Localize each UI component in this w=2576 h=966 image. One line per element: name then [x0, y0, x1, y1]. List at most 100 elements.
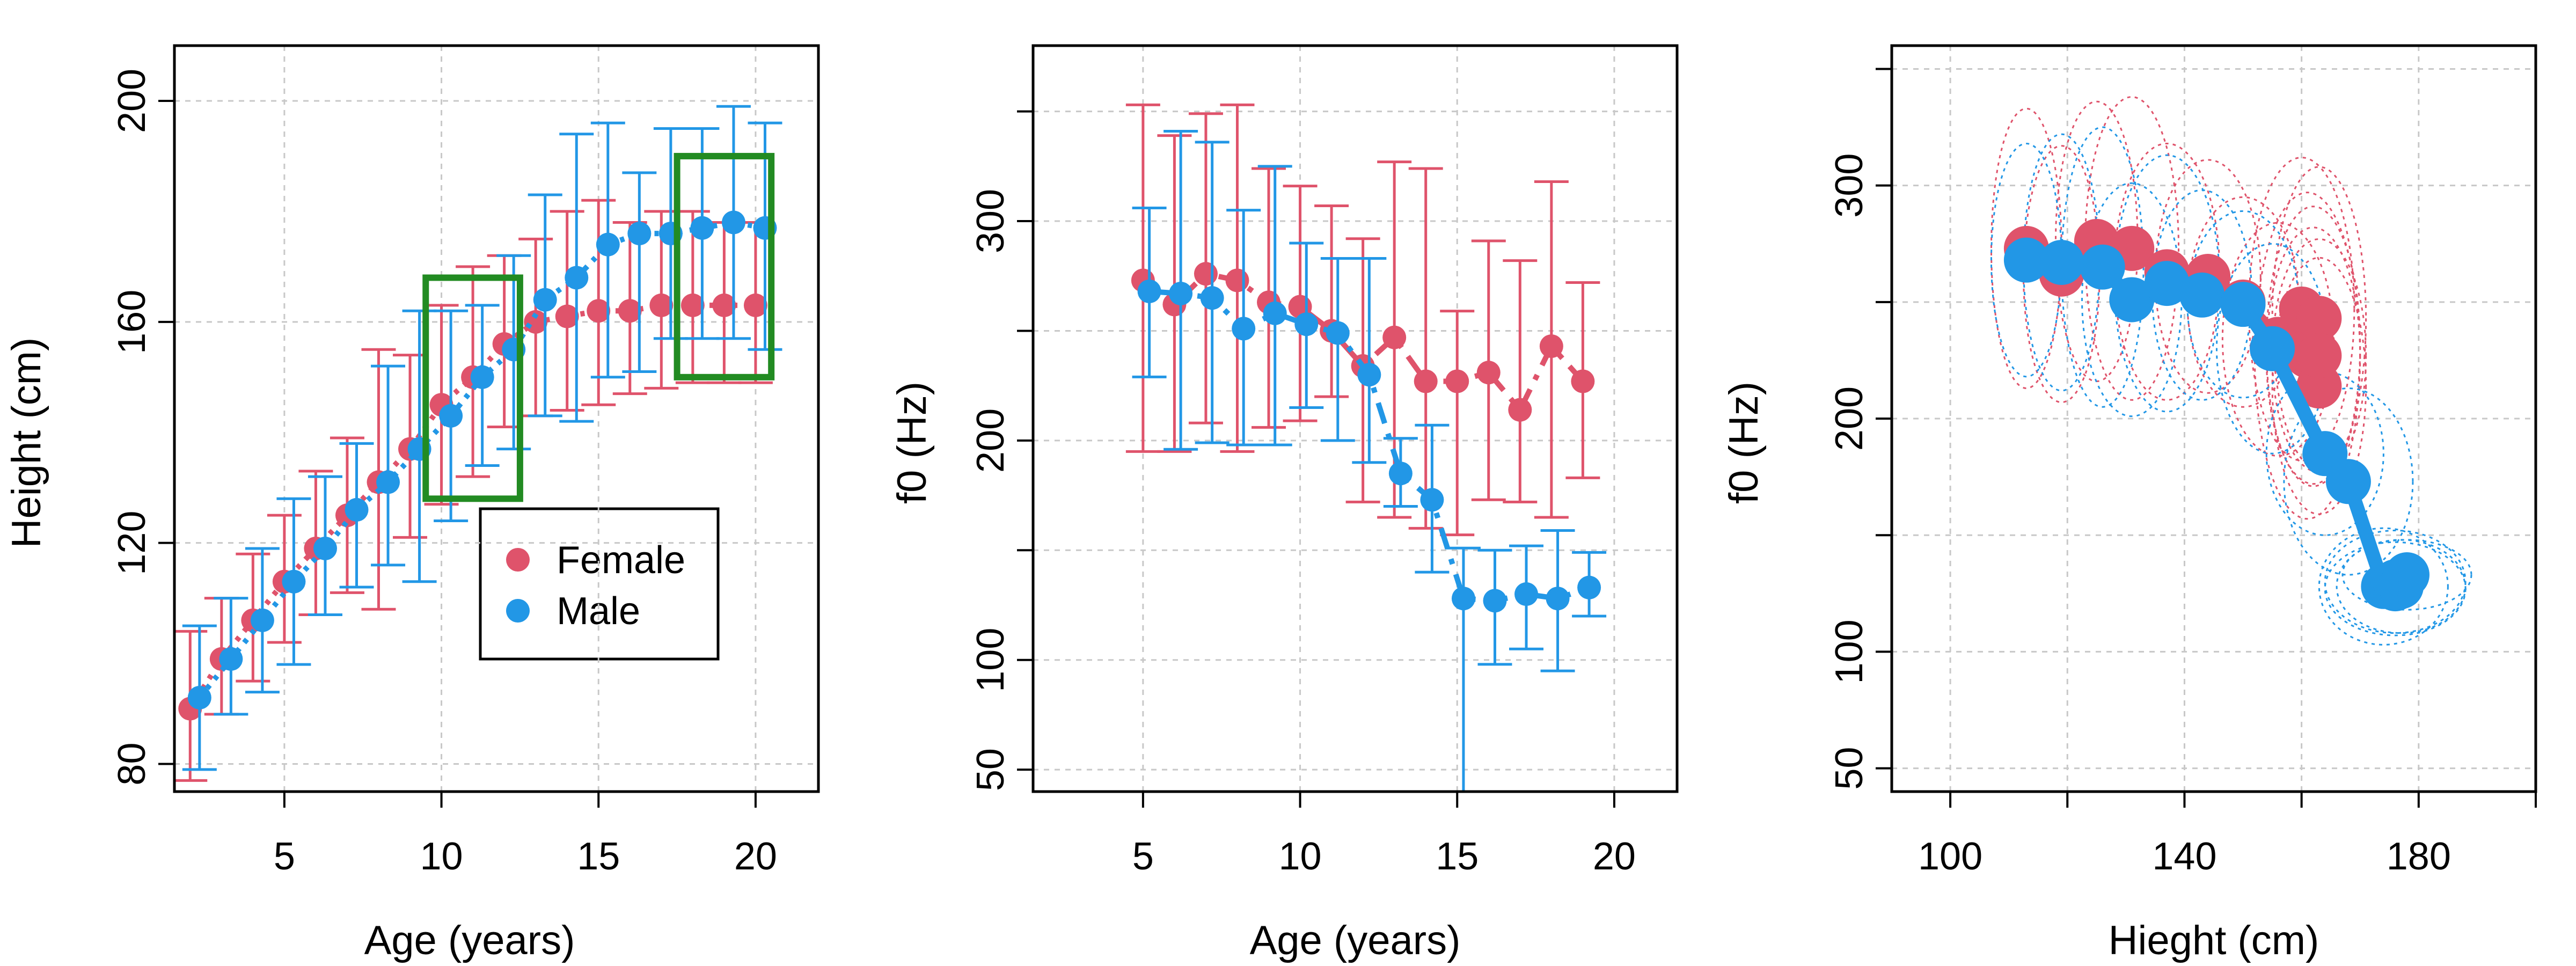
female-point [1445, 369, 1469, 393]
female-point [1225, 268, 1249, 292]
plot-frame [1890, 44, 2537, 793]
y-tick-label: 120 [111, 511, 153, 575]
legend-male-marker [506, 599, 530, 623]
male-point [219, 647, 243, 671]
female-point [587, 299, 611, 323]
highlight-box [422, 274, 523, 502]
male-point [250, 608, 274, 632]
highlight-box [674, 152, 775, 380]
male-point [470, 365, 494, 389]
y-axis-title: f0 (Hz) [1721, 382, 1767, 504]
female-point [555, 304, 579, 328]
legend-female-label: Female [557, 539, 685, 582]
plot-area [1125, 103, 1607, 792]
x-tick-label: 100 [1918, 835, 1982, 878]
male-point [565, 266, 589, 290]
female-point [712, 293, 736, 317]
female-ellipse [2265, 206, 2361, 487]
y-tick-label: 100 [969, 628, 1012, 692]
male-point [1232, 317, 1256, 341]
x-tick-label: 140 [2152, 835, 2216, 878]
male-point [627, 222, 652, 246]
female-point [680, 293, 705, 317]
plot-frame [173, 44, 820, 793]
male-point [1294, 312, 1319, 336]
male-point [313, 536, 337, 560]
f0-by-age-panel: Age (years) f0 (Hz) 5 10 15 20 50 100 200 300 [889, 44, 1679, 963]
male-point [439, 404, 463, 428]
male-point [721, 210, 745, 235]
x-tick-label: 20 [1593, 835, 1636, 878]
x-tick-label: 180 [2387, 835, 2451, 878]
y-tick-label: 100 [1828, 619, 1871, 684]
male-point [2144, 261, 2190, 306]
male-point [1577, 575, 1601, 599]
male-point [1483, 589, 1507, 613]
plot-frame [1031, 44, 1679, 793]
y-tick-label: 50 [969, 748, 1012, 791]
female-point [1194, 262, 1218, 286]
y-tick-label: 50 [1828, 747, 1871, 790]
male-point [1546, 587, 1570, 611]
male-point [2220, 282, 2266, 327]
height-by-age-panel: Age (years) Height (cm) Female Male 5 10 1… [4, 44, 820, 963]
female-point [1508, 398, 1532, 422]
y-axis-title: f0 (Hz) [889, 382, 935, 504]
female-point [618, 299, 642, 323]
male-point [345, 497, 369, 522]
female-point [1476, 361, 1501, 385]
female-point [1539, 334, 1563, 358]
female-point [1382, 325, 1407, 349]
y-tick-label: 300 [1828, 153, 1871, 218]
male-point [1137, 279, 1161, 303]
x-tick-label: 10 [420, 835, 463, 878]
female-point [743, 293, 767, 317]
x-tick-label: 15 [577, 835, 620, 878]
female-point [2296, 296, 2342, 341]
female-point [1571, 369, 1595, 393]
male-ellipse [2341, 539, 2472, 611]
male-point [2250, 326, 2295, 371]
male-ellipse [2283, 387, 2414, 576]
y-axis-title: Height (cm) [4, 338, 49, 548]
male-point [1388, 462, 1413, 486]
male-point [376, 470, 400, 494]
male-point [1357, 363, 1381, 387]
male-point [2109, 277, 2155, 323]
male-point [596, 232, 620, 257]
male-point [1326, 321, 1350, 345]
male-point [1169, 281, 1193, 305]
plot-area [174, 105, 782, 782]
y-tick-label: 80 [111, 742, 153, 785]
y-tick-label: 200 [111, 69, 153, 133]
x-tick-label: 20 [734, 835, 777, 878]
male-point [2080, 244, 2125, 290]
female-ellipse [2271, 257, 2367, 515]
x-tick-label: 5 [1132, 835, 1154, 878]
male-point [533, 288, 557, 312]
male-point [690, 216, 714, 240]
y-tick-label: 160 [111, 290, 153, 354]
legend-female-marker [506, 548, 530, 572]
male-point [2179, 272, 2225, 318]
female-point [1414, 369, 1438, 393]
plot-area [1990, 96, 2472, 646]
x-axis-title: Age (years) [364, 918, 575, 963]
male-point [1451, 587, 1475, 611]
x-tick-label: 15 [1436, 835, 1479, 878]
y-tick-label: 200 [1828, 386, 1871, 451]
female-point [2296, 333, 2342, 378]
male-point [2003, 237, 2049, 283]
male-point [187, 685, 211, 709]
female-ellipse [2154, 159, 2262, 394]
male-point [282, 569, 306, 594]
x-tick-label: 5 [274, 835, 295, 878]
male-point [1420, 488, 1444, 512]
x-tick-label: 10 [1279, 835, 1322, 878]
male-point [2384, 552, 2429, 598]
y-tick-label: 200 [969, 408, 1012, 473]
f0-by-height-panel: Hieght (cm) f0 (Hz) 100 140 180 50 100 200 300 [1721, 44, 2537, 963]
x-axis-title: Age (years) [1250, 918, 1461, 963]
male-point [1200, 286, 1224, 310]
